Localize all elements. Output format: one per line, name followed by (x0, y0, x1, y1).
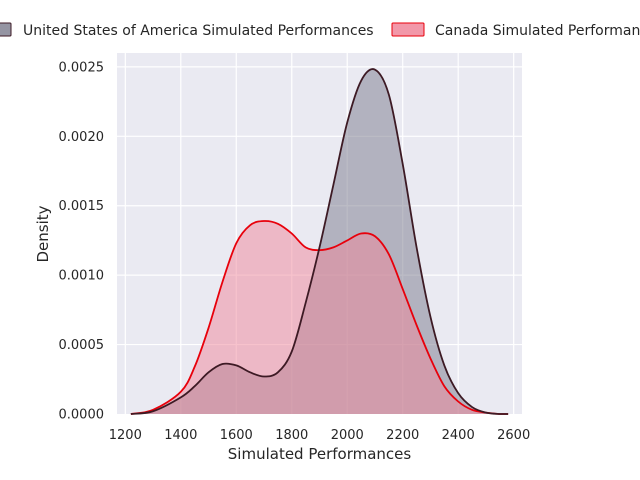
x-tick-label: 2600 (497, 428, 530, 443)
y-axis-label: Density (34, 205, 52, 262)
x-tick-label: 2200 (386, 428, 419, 443)
x-tick-label: 2000 (331, 428, 364, 443)
density-fills (130, 69, 509, 415)
x-axis-label: Simulated Performances (228, 445, 412, 463)
legend-label-canada: Canada Simulated Performances (435, 23, 640, 39)
legend-swatch-usa (0, 22, 12, 37)
x-tick-label: 1400 (164, 428, 197, 443)
x-tick-label: 1200 (109, 428, 142, 443)
density-lines (130, 68, 509, 415)
y-tick-label: 0.0025 (59, 60, 105, 75)
legend: United States of America Simulated Perfo… (0, 22, 640, 39)
y-tick-label: 0.0000 (59, 408, 105, 423)
density-line-usa (130, 68, 509, 415)
y-tick-label: 0.0020 (59, 130, 105, 145)
x-tick-label: 1800 (275, 428, 308, 443)
legend-swatch-canada (391, 22, 425, 37)
density-line-canada (130, 220, 509, 415)
y-axis-ticks: 0.0000 0.0005 0.0010 0.0015 0.0020 0.0025 (59, 60, 105, 422)
x-tick-label: 2400 (442, 428, 475, 443)
x-tick-label: 1600 (220, 428, 253, 443)
x-axis-ticks: 1200 1400 1600 1800 2000 2200 2400 2600 (109, 428, 530, 443)
y-tick-label: 0.0005 (59, 338, 105, 353)
legend-label-usa: United States of America Simulated Perfo… (23, 23, 374, 39)
y-tick-label: 0.0015 (59, 199, 105, 214)
density-fill-canada (130, 220, 509, 414)
y-tick-label: 0.0010 (59, 269, 105, 284)
